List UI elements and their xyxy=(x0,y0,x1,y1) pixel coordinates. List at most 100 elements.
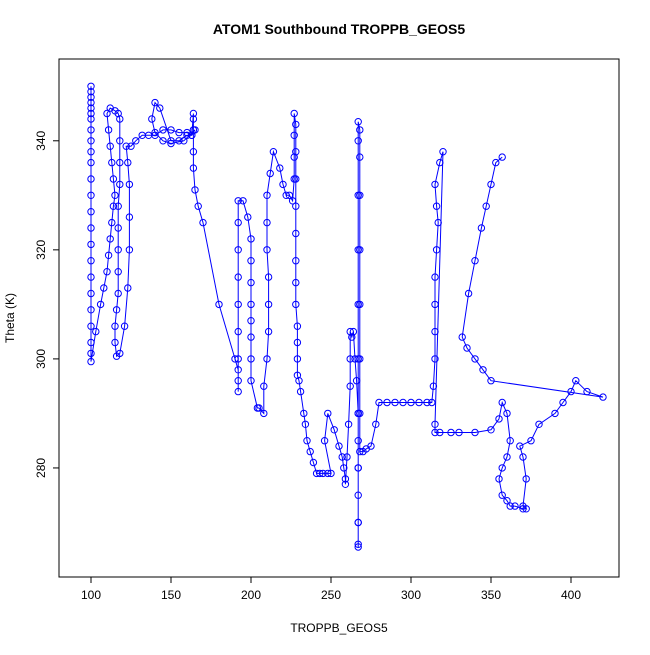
data-point xyxy=(255,404,263,412)
data-point xyxy=(428,398,436,407)
data-point xyxy=(87,88,95,96)
data-point xyxy=(354,518,362,527)
data-point xyxy=(503,409,511,418)
data-point xyxy=(263,218,271,227)
x-axis-title: TROPPB_GEOS5 xyxy=(290,621,388,635)
x-tick-label: 150 xyxy=(161,588,181,602)
data-point xyxy=(87,289,95,298)
data-point xyxy=(239,197,247,205)
data-point xyxy=(367,442,375,450)
data-point xyxy=(247,300,255,309)
data-point xyxy=(324,409,332,418)
data-point xyxy=(167,137,175,145)
data-point xyxy=(231,355,239,363)
data-point xyxy=(87,240,95,249)
data-point xyxy=(293,322,302,330)
data-point xyxy=(234,377,242,385)
data-point xyxy=(519,502,527,510)
data-point xyxy=(527,437,535,445)
data-point xyxy=(116,349,124,358)
data-point xyxy=(151,128,159,137)
y-axis-title: Theta (K) xyxy=(3,293,17,343)
data-point xyxy=(503,453,511,461)
data-point xyxy=(290,131,298,140)
data-point xyxy=(104,251,113,260)
data-point xyxy=(189,164,198,172)
data-point xyxy=(559,398,567,407)
data-point xyxy=(431,180,439,189)
data-point xyxy=(247,235,255,243)
data-point xyxy=(116,158,124,167)
data-point xyxy=(356,300,364,309)
data-point xyxy=(458,333,466,341)
data-point xyxy=(100,284,108,292)
data-point xyxy=(375,398,383,407)
data-point xyxy=(114,224,122,232)
data-point xyxy=(87,104,95,112)
data-point xyxy=(87,257,95,265)
data-point xyxy=(349,327,358,336)
data-point xyxy=(516,442,524,450)
data-point xyxy=(431,300,439,309)
chart-title: ATOM1 Southbound TROPPB_GEOS5 xyxy=(213,21,465,37)
data-point xyxy=(234,355,242,363)
data-point xyxy=(407,398,415,407)
data-point xyxy=(111,191,119,200)
data-point xyxy=(296,387,305,396)
data-point xyxy=(116,137,124,145)
plot-frame xyxy=(58,58,620,578)
data-point xyxy=(114,202,122,210)
data-point xyxy=(116,180,124,189)
data-point xyxy=(506,502,514,510)
data-point xyxy=(583,387,591,396)
data-point xyxy=(346,327,354,336)
data-point xyxy=(189,126,198,134)
data-point xyxy=(447,428,455,437)
data-point xyxy=(436,158,444,167)
data-point xyxy=(247,278,255,287)
data-point xyxy=(87,349,95,358)
data-point xyxy=(292,229,300,238)
data-point xyxy=(125,213,134,221)
data-point xyxy=(463,344,471,352)
data-point xyxy=(338,453,346,461)
data-point xyxy=(264,327,273,336)
data-point xyxy=(194,202,202,210)
data-point xyxy=(159,137,167,145)
data-point xyxy=(87,93,95,101)
data-point xyxy=(432,202,441,210)
data-point xyxy=(87,338,95,347)
data-point xyxy=(87,126,95,134)
data-point xyxy=(111,338,119,347)
data-point xyxy=(244,213,252,221)
data-point xyxy=(464,289,473,298)
data-point xyxy=(415,398,423,407)
data-point xyxy=(279,180,287,189)
data-point xyxy=(247,257,255,265)
data-point xyxy=(112,306,121,314)
data-point xyxy=(293,371,302,379)
data-point xyxy=(87,224,95,232)
data-point xyxy=(301,420,310,428)
data-point xyxy=(351,355,359,363)
data-point xyxy=(234,197,242,205)
data-point xyxy=(260,382,268,390)
data-point xyxy=(303,437,311,445)
data-point xyxy=(282,191,290,200)
data-point xyxy=(343,453,351,461)
data-point xyxy=(356,126,364,134)
data-point xyxy=(103,109,111,118)
data-point xyxy=(599,393,607,401)
data-point xyxy=(87,98,95,107)
data-point xyxy=(96,300,105,309)
data-point xyxy=(116,115,124,123)
y-tick-label: 300 xyxy=(34,349,48,369)
data-point xyxy=(114,268,122,276)
data-point xyxy=(148,115,156,123)
data-point xyxy=(191,186,199,194)
data-point xyxy=(330,426,338,434)
data-point xyxy=(498,153,506,161)
x-tick-label: 250 xyxy=(321,588,341,602)
data-point xyxy=(434,218,442,227)
